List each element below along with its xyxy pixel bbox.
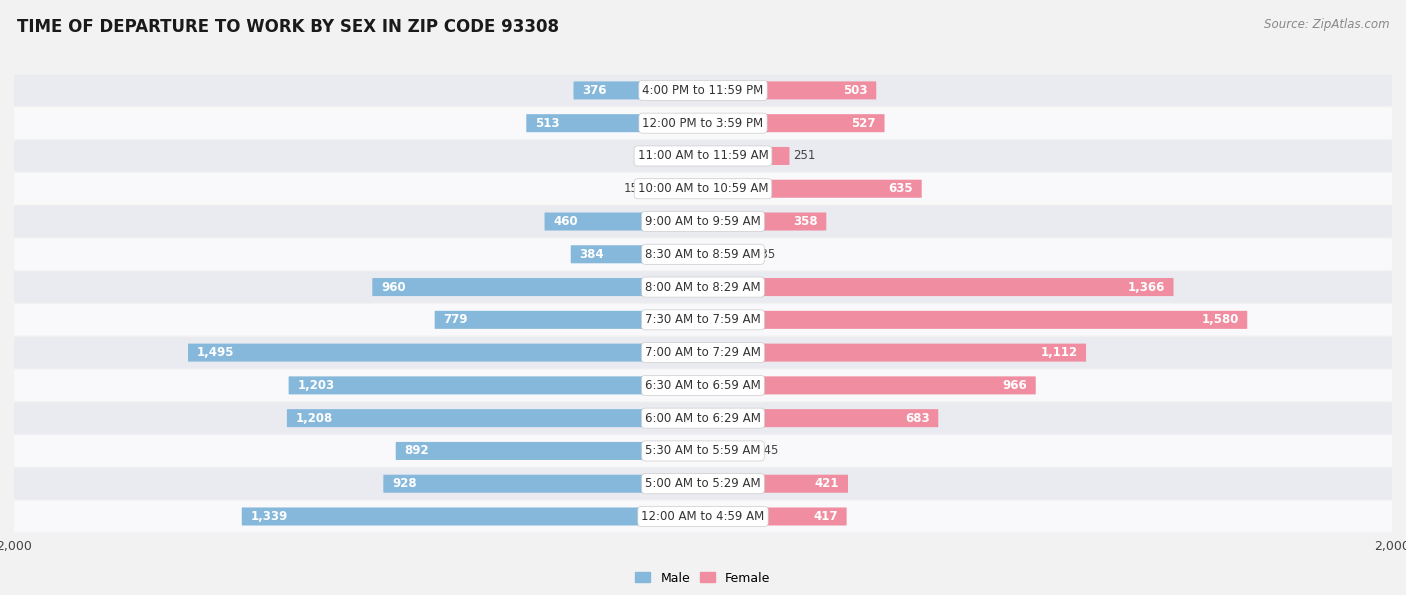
FancyBboxPatch shape (571, 245, 703, 264)
Text: 358: 358 (793, 215, 818, 228)
FancyBboxPatch shape (703, 114, 884, 132)
Text: 421: 421 (815, 477, 839, 490)
FancyBboxPatch shape (434, 311, 703, 329)
Text: 928: 928 (392, 477, 416, 490)
FancyBboxPatch shape (242, 508, 703, 525)
FancyBboxPatch shape (14, 501, 1392, 532)
Text: 7:30 AM to 7:59 AM: 7:30 AM to 7:59 AM (645, 314, 761, 326)
Text: 10:00 AM to 10:59 AM: 10:00 AM to 10:59 AM (638, 182, 768, 195)
Text: 966: 966 (1002, 379, 1028, 392)
Text: 251: 251 (793, 149, 815, 162)
Text: 1,112: 1,112 (1040, 346, 1077, 359)
FancyBboxPatch shape (574, 82, 703, 99)
Text: 8:00 AM to 8:29 AM: 8:00 AM to 8:29 AM (645, 281, 761, 293)
FancyBboxPatch shape (14, 75, 1392, 106)
Text: 145: 145 (756, 444, 779, 458)
Text: 29: 29 (673, 149, 689, 162)
Text: 1,339: 1,339 (250, 510, 288, 523)
Text: 6:00 AM to 6:29 AM: 6:00 AM to 6:29 AM (645, 412, 761, 425)
FancyBboxPatch shape (288, 377, 703, 394)
FancyBboxPatch shape (703, 278, 1174, 296)
FancyBboxPatch shape (703, 180, 922, 198)
Text: 683: 683 (905, 412, 929, 425)
Text: 5:30 AM to 5:59 AM: 5:30 AM to 5:59 AM (645, 444, 761, 458)
Text: 892: 892 (405, 444, 429, 458)
Text: 6:30 AM to 6:59 AM: 6:30 AM to 6:59 AM (645, 379, 761, 392)
Text: 12:00 PM to 3:59 PM: 12:00 PM to 3:59 PM (643, 117, 763, 130)
FancyBboxPatch shape (14, 108, 1392, 139)
FancyBboxPatch shape (14, 435, 1392, 466)
Text: 11:00 AM to 11:59 AM: 11:00 AM to 11:59 AM (638, 149, 768, 162)
Text: 9:00 AM to 9:59 AM: 9:00 AM to 9:59 AM (645, 215, 761, 228)
Text: 460: 460 (553, 215, 578, 228)
Text: 1,366: 1,366 (1128, 281, 1166, 293)
FancyBboxPatch shape (14, 468, 1392, 499)
FancyBboxPatch shape (703, 475, 848, 493)
FancyBboxPatch shape (14, 173, 1392, 205)
FancyBboxPatch shape (703, 245, 749, 264)
FancyBboxPatch shape (703, 311, 1247, 329)
Text: 513: 513 (534, 117, 560, 130)
Text: 417: 417 (814, 510, 838, 523)
FancyBboxPatch shape (14, 271, 1392, 303)
FancyBboxPatch shape (703, 508, 846, 525)
Text: 384: 384 (579, 248, 605, 261)
Text: 135: 135 (754, 248, 776, 261)
Text: 1,580: 1,580 (1201, 314, 1239, 326)
FancyBboxPatch shape (703, 212, 827, 230)
FancyBboxPatch shape (14, 206, 1392, 237)
FancyBboxPatch shape (14, 304, 1392, 336)
Text: 960: 960 (381, 281, 405, 293)
FancyBboxPatch shape (544, 212, 703, 230)
FancyBboxPatch shape (373, 278, 703, 296)
Text: 4:00 PM to 11:59 PM: 4:00 PM to 11:59 PM (643, 84, 763, 97)
FancyBboxPatch shape (14, 239, 1392, 270)
Text: 8:30 AM to 8:59 AM: 8:30 AM to 8:59 AM (645, 248, 761, 261)
Text: 376: 376 (582, 84, 606, 97)
FancyBboxPatch shape (14, 140, 1392, 172)
FancyBboxPatch shape (703, 409, 938, 427)
Text: 1,203: 1,203 (297, 379, 335, 392)
FancyBboxPatch shape (287, 409, 703, 427)
FancyBboxPatch shape (703, 442, 754, 460)
FancyBboxPatch shape (526, 114, 703, 132)
FancyBboxPatch shape (14, 402, 1392, 434)
Text: 5:00 AM to 5:29 AM: 5:00 AM to 5:29 AM (645, 477, 761, 490)
Text: 7:00 AM to 7:29 AM: 7:00 AM to 7:29 AM (645, 346, 761, 359)
FancyBboxPatch shape (703, 343, 1085, 362)
FancyBboxPatch shape (703, 82, 876, 99)
FancyBboxPatch shape (703, 147, 789, 165)
Legend: Male, Female: Male, Female (630, 566, 776, 590)
Text: 527: 527 (852, 117, 876, 130)
Text: TIME OF DEPARTURE TO WORK BY SEX IN ZIP CODE 93308: TIME OF DEPARTURE TO WORK BY SEX IN ZIP … (17, 18, 558, 36)
FancyBboxPatch shape (14, 337, 1392, 368)
FancyBboxPatch shape (703, 377, 1036, 394)
Text: 1,495: 1,495 (197, 346, 235, 359)
FancyBboxPatch shape (14, 369, 1392, 401)
Text: 12:00 AM to 4:59 AM: 12:00 AM to 4:59 AM (641, 510, 765, 523)
Text: 1,208: 1,208 (295, 412, 333, 425)
FancyBboxPatch shape (693, 147, 703, 165)
FancyBboxPatch shape (384, 475, 703, 493)
FancyBboxPatch shape (395, 442, 703, 460)
FancyBboxPatch shape (188, 343, 703, 362)
FancyBboxPatch shape (651, 180, 703, 198)
Text: 779: 779 (443, 314, 468, 326)
Text: 503: 503 (844, 84, 868, 97)
Text: 153: 153 (624, 182, 647, 195)
Text: Source: ZipAtlas.com: Source: ZipAtlas.com (1264, 18, 1389, 31)
Text: 635: 635 (889, 182, 912, 195)
